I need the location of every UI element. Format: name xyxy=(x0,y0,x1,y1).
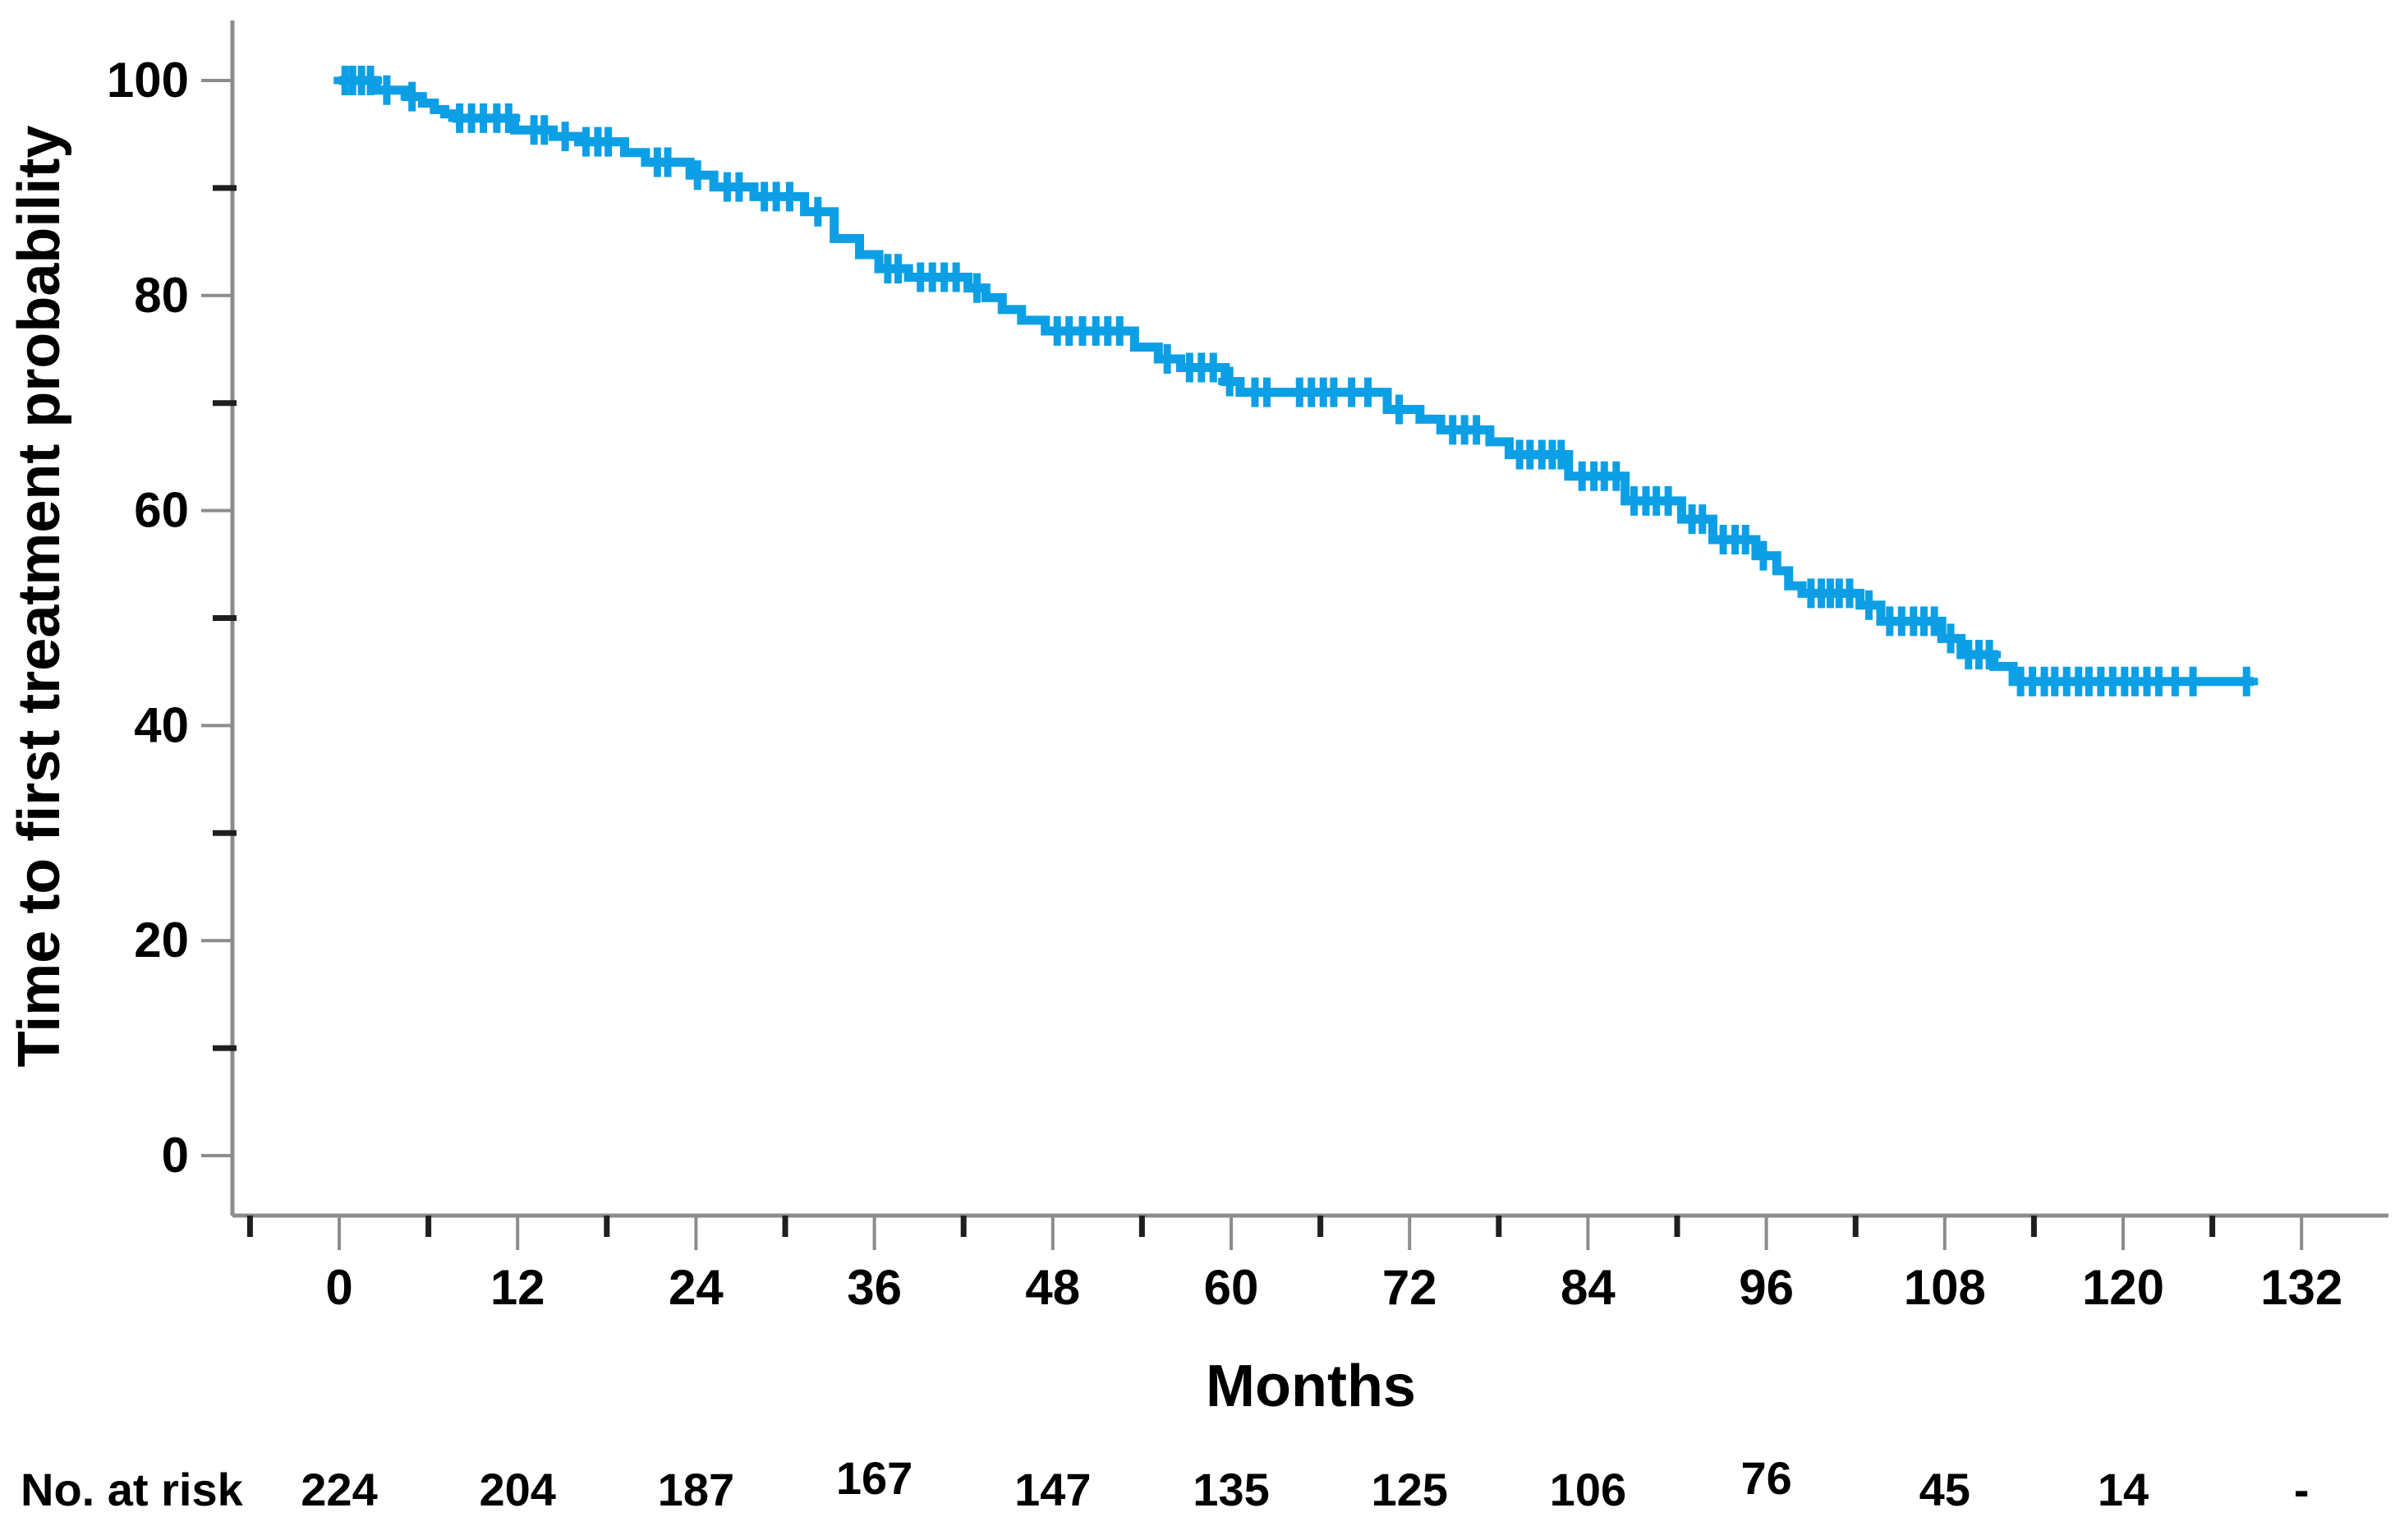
at-risk-value: 147 xyxy=(1014,1464,1091,1515)
y-tick-label: 20 xyxy=(134,913,189,968)
x-tick-label: 132 xyxy=(2260,1260,2342,1315)
x-tick-labels: 0 12 24 36 48 60 72 84 96 108 120 132 xyxy=(325,1260,2342,1315)
at-risk-value: 224 xyxy=(301,1464,377,1515)
censor-mark xyxy=(1156,344,1179,375)
censor-mark xyxy=(554,122,577,152)
censor-mark xyxy=(1690,504,1714,535)
censor-mark xyxy=(656,147,680,177)
censor-mark xyxy=(1549,439,1573,470)
axes xyxy=(230,21,2388,1218)
censor-mark xyxy=(1734,524,1758,554)
censor-mark xyxy=(1939,623,1963,654)
censor-mark xyxy=(1978,640,2002,670)
at-risk-value: 106 xyxy=(1550,1464,1626,1515)
censor-mark xyxy=(945,262,968,292)
at-risk-value: - xyxy=(2294,1464,2310,1515)
censor-mark xyxy=(886,254,910,284)
censor-mark xyxy=(2181,666,2205,696)
censor-mark xyxy=(497,103,521,133)
at-risk-label: No. at risk xyxy=(21,1464,244,1515)
y-tick-label: 100 xyxy=(107,53,189,108)
censor-mark xyxy=(359,66,383,95)
at-risk-value: 45 xyxy=(1919,1464,1970,1515)
censor-marks-group xyxy=(333,66,2259,696)
y-minor-ticks xyxy=(213,185,237,1051)
x-tick-label: 48 xyxy=(1025,1260,1080,1315)
censor-mark xyxy=(1604,461,1628,491)
censor-mark xyxy=(1857,590,1881,620)
y-tick-label: 80 xyxy=(134,268,189,323)
censor-mark xyxy=(2235,666,2259,696)
censor-mark xyxy=(686,160,710,191)
at-risk-value: 125 xyxy=(1371,1464,1447,1515)
at-risk-value: 187 xyxy=(658,1464,734,1515)
x-tick-label: 12 xyxy=(490,1260,545,1315)
censor-mark xyxy=(1356,377,1380,407)
x-tick-label: 120 xyxy=(2082,1260,2164,1315)
x-major-ticks xyxy=(338,1216,2304,1250)
x-tick-label: 72 xyxy=(1382,1260,1437,1315)
censor-mark xyxy=(1108,315,1132,346)
at-risk-value: 204 xyxy=(479,1464,555,1515)
x-tick-label: 24 xyxy=(669,1260,724,1315)
censor-mark xyxy=(1255,377,1279,407)
censor-mark xyxy=(778,182,802,212)
at-risk-values: 224 204 187 167 147 135 125 106 76 45 14 - xyxy=(301,1452,2309,1515)
censor-mark xyxy=(596,126,620,157)
y-axis-title: Time to first treatment probability xyxy=(7,126,72,1068)
y-tick-labels: 0 20 40 60 80 100 xyxy=(107,53,189,1183)
x-tick-label: 60 xyxy=(1204,1260,1259,1315)
x-tick-label: 84 xyxy=(1561,1260,1616,1315)
censor-mark xyxy=(532,115,556,145)
x-tick-label: 108 xyxy=(1904,1260,1986,1315)
x-tick-label: 0 xyxy=(325,1260,352,1315)
censor-mark xyxy=(1464,415,1488,445)
x-tick-label: 96 xyxy=(1739,1260,1794,1315)
censor-mark xyxy=(1202,352,1225,383)
censor-mark xyxy=(1218,366,1242,397)
y-tick-label: 40 xyxy=(134,697,189,752)
x-minor-ticks xyxy=(246,1216,2216,1237)
censor-mark xyxy=(1751,540,1775,571)
at-risk-value: 76 xyxy=(1740,1452,1791,1504)
censor-mark xyxy=(727,172,751,202)
y-major-ticks xyxy=(201,79,232,1157)
at-risk-value: 135 xyxy=(1193,1464,1269,1515)
y-tick-label: 60 xyxy=(134,483,189,538)
at-risk-value: 167 xyxy=(836,1452,912,1504)
censor-mark xyxy=(400,81,424,112)
censor-mark xyxy=(1923,606,1947,637)
y-tick-label: 0 xyxy=(162,1128,189,1183)
x-tick-label: 36 xyxy=(847,1260,902,1315)
x-axis-title: Months xyxy=(1206,1354,1416,1419)
censor-mark xyxy=(806,196,830,227)
censor-mark xyxy=(1657,485,1680,516)
at-risk-value: 14 xyxy=(2098,1464,2149,1515)
censor-mark xyxy=(965,273,989,303)
censor-mark xyxy=(1837,578,1861,609)
censor-mark xyxy=(1387,394,1411,425)
censor-mark xyxy=(375,75,398,105)
